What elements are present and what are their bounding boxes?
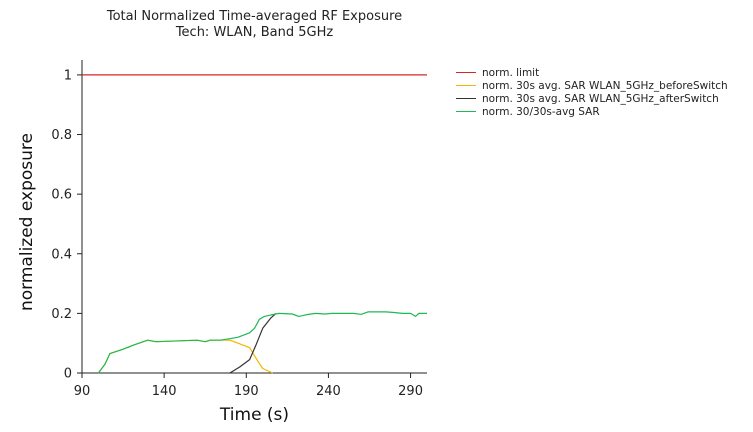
legend-item: norm. 30s avg. SAR WLAN_5GHz_afterSwitch bbox=[456, 92, 728, 105]
legend-swatch bbox=[456, 85, 476, 86]
legend-swatch bbox=[456, 72, 476, 73]
x-tick-label: 190 bbox=[234, 384, 259, 399]
legend-label: norm. 30s avg. SAR WLAN_5GHz_beforeSwitc… bbox=[482, 79, 728, 92]
x-tick-label: 90 bbox=[74, 384, 91, 399]
x-axis-label: Time (s) bbox=[219, 405, 290, 425]
y-tick-label: 0.8 bbox=[51, 128, 72, 143]
legend-label: norm. 30s avg. SAR WLAN_5GHz_afterSwitch bbox=[482, 92, 719, 105]
y-tick-label: 0.6 bbox=[51, 188, 72, 203]
x-tick-label: 240 bbox=[316, 384, 341, 399]
series-line-3 bbox=[229, 312, 277, 374]
legend-label: norm. limit bbox=[482, 66, 540, 79]
legend-item: norm. 30s avg. SAR WLAN_5GHz_beforeSwitc… bbox=[456, 79, 728, 92]
y-tick-label: 0 bbox=[64, 367, 72, 382]
x-tick-label: 140 bbox=[152, 384, 177, 399]
chart-title: Total Normalized Time-averaged RF Exposu… bbox=[106, 9, 403, 24]
x-tick-label: 290 bbox=[398, 384, 423, 399]
legend-swatch bbox=[456, 98, 476, 99]
legend-item: norm. limit bbox=[456, 66, 728, 79]
y-tick-label: 1 bbox=[64, 68, 72, 83]
legend-swatch bbox=[456, 111, 476, 112]
legend-item: norm. 30/30s-avg SAR bbox=[456, 105, 728, 118]
legend: norm. limit norm. 30s avg. SAR WLAN_5GHz_… bbox=[456, 66, 728, 118]
y-axis-label: normalized exposure bbox=[17, 133, 37, 311]
y-tick-label: 0.2 bbox=[51, 307, 72, 322]
chart-subtitle: Tech: WLAN, Band 5GHz bbox=[175, 25, 334, 40]
series-line-2 bbox=[97, 339, 273, 374]
legend-label: norm. 30/30s-avg SAR bbox=[482, 105, 600, 118]
series-line-4 bbox=[97, 311, 427, 374]
y-tick-label: 0.4 bbox=[51, 247, 72, 262]
